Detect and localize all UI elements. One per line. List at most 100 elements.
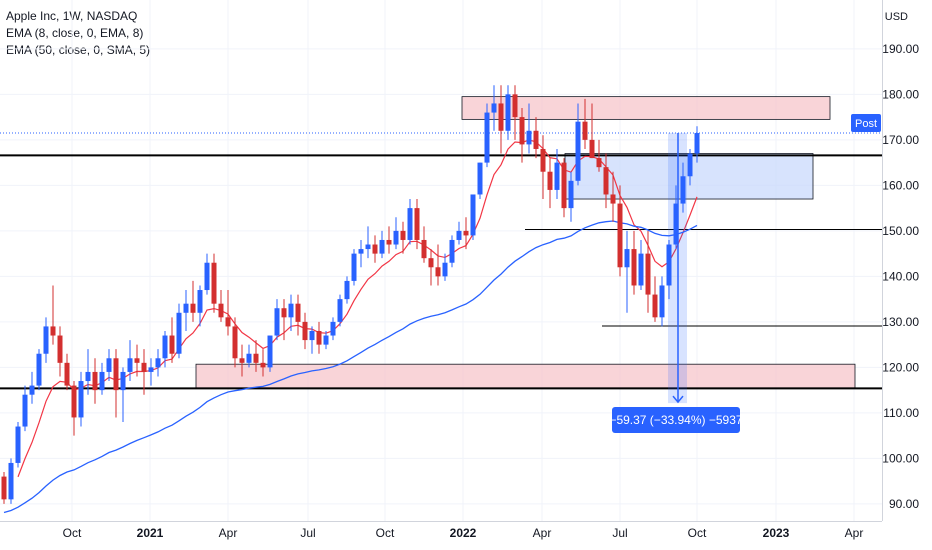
candle-down (400, 230, 406, 240)
candle-up (8, 462, 14, 500)
candle-down (281, 308, 287, 318)
candle-up (477, 162, 483, 195)
candle-up (127, 358, 133, 372)
ema-slow-line (3, 220, 698, 514)
x-tick-label: Oct (688, 526, 707, 540)
candle-up (15, 426, 21, 463)
candle-down (617, 203, 623, 268)
candle-up (351, 253, 357, 281)
candle-up (267, 335, 273, 368)
candle-down (113, 358, 119, 391)
candle-down (50, 326, 56, 336)
candle-up (442, 262, 448, 277)
y-tick-label: 110.00 (883, 406, 919, 420)
candle-up (288, 303, 294, 318)
candle-down (582, 121, 588, 140)
candle-down (596, 158, 602, 168)
y-tick-label: 130.00 (882, 315, 919, 329)
candle-up (162, 335, 168, 359)
candle-up (204, 262, 210, 291)
chart-legend: Apple Inc, 1W, NASDAQ EMA (8, close, 0, … (6, 8, 150, 59)
y-axis[interactable]: 190.00 180.00 170.00 160.00 150.00 140.00 130.… (882, 0, 932, 550)
candle-down (652, 294, 658, 318)
candle-down (547, 171, 553, 190)
candle-up (246, 353, 252, 363)
price-measure-tool[interactable]: −59.37 (−33.94%) −5937 (609, 132, 743, 433)
candle-down (190, 303, 196, 313)
candle-up (344, 280, 350, 300)
x-tick-label: Apr (845, 526, 864, 540)
candle-down (603, 167, 609, 195)
candle-down (169, 335, 175, 354)
candle-up (687, 153, 693, 177)
candle-up (358, 249, 364, 254)
candle-down (141, 362, 147, 372)
candle-up (274, 308, 280, 336)
candle-down (463, 230, 469, 236)
candle-up (29, 385, 35, 395)
candle-down (92, 371, 98, 391)
post-tag (851, 113, 881, 132)
candle-down (232, 326, 238, 359)
candles (1, 85, 700, 504)
y-axis-panel (882, 0, 932, 550)
candle-up (526, 130, 532, 145)
candle-up (323, 335, 329, 345)
candle-up (638, 253, 644, 286)
candle-up (393, 230, 399, 245)
candle-up (505, 94, 511, 131)
x-tick-label: 2021 (137, 526, 164, 540)
x-axis[interactable]: Oct 2021 Apr Jul Oct 2022 Apr Jul Oct 2023 Apr (0, 521, 882, 541)
candle-up (106, 358, 112, 372)
y-tick-label: 190.00 (882, 42, 919, 56)
ema-fast-line (17, 139, 698, 478)
candle-up (379, 239, 385, 254)
candle-up (456, 230, 462, 240)
candle-down (1, 476, 7, 500)
x-tick-label: 2023 (763, 526, 790, 540)
x-tick-label: Oct (63, 526, 82, 540)
candle-up (365, 244, 371, 250)
candle-down (71, 385, 77, 418)
candle-down (134, 358, 140, 363)
candle-down (414, 208, 420, 240)
y-tick-label: 100.00 (882, 451, 919, 465)
candle-up (568, 180, 574, 209)
candle-down (421, 239, 427, 259)
candle-up (694, 133, 700, 154)
candle-down (561, 162, 567, 209)
candle-down (498, 103, 504, 131)
candle-down (589, 139, 595, 159)
candle-up (36, 353, 42, 386)
candle-down (631, 249, 637, 286)
red-zone (195, 363, 856, 389)
candle-down (435, 267, 441, 277)
candle-up (120, 371, 126, 391)
candle-down (302, 321, 308, 341)
red-zone (461, 96, 831, 120)
y-tick-label: 160.00 (882, 178, 919, 192)
candle-down (260, 362, 266, 368)
candle-up (183, 303, 189, 313)
candle-up (337, 299, 343, 322)
candle-down (57, 335, 63, 363)
candle-down (610, 194, 616, 204)
candle-down (512, 94, 518, 118)
candle-down (295, 303, 301, 322)
candle-up (673, 203, 679, 245)
candle-up (484, 112, 490, 163)
measure-arrow-head (672, 395, 684, 404)
x-tick-label: Apr (219, 526, 238, 540)
candle-down (533, 130, 539, 149)
candle-up (309, 330, 315, 341)
y-tick-label: 120.00 (882, 360, 919, 374)
candle-up (680, 176, 686, 204)
candle-up (85, 371, 91, 382)
candle-up (176, 312, 182, 354)
candle-up (99, 371, 105, 391)
candle-up (78, 381, 84, 418)
y-tick-label: 90.00 (889, 497, 919, 511)
candle-down (519, 117, 525, 145)
candle-down (386, 239, 392, 245)
